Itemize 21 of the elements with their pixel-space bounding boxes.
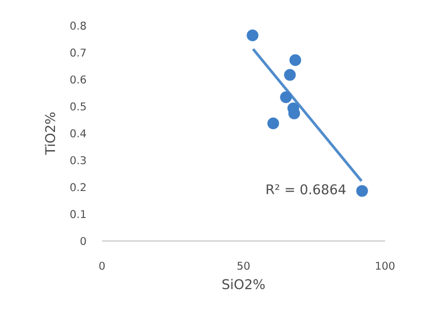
x-tick-label: 0 [99,262,105,270]
point [280,91,292,104]
x-axis-title: SiO2% [222,278,265,290]
y-tick-label: 0.7 [70,48,86,57]
x-tick-label: 100 [376,262,394,270]
point [267,118,280,130]
y-tick-label: 0.5 [70,102,86,110]
point [356,185,368,197]
annotation: R² = 0.6864 [266,184,346,194]
point [289,54,302,66]
y-tick-label: 0.1 [70,210,86,218]
y-tick-label: 0.8 [70,22,86,30]
y-tick-label: 0.2 [70,183,86,192]
y-axis-title: TiO2% [44,112,56,155]
y-tick-label: 0.3 [70,156,86,164]
y-tick-label: 0 [80,236,86,246]
x-tick-label: 50 [238,262,250,270]
point [246,29,258,42]
y-tick-label: 0.4 [70,129,86,138]
point [284,69,296,81]
y-tick-label: 0.6 [70,75,86,84]
